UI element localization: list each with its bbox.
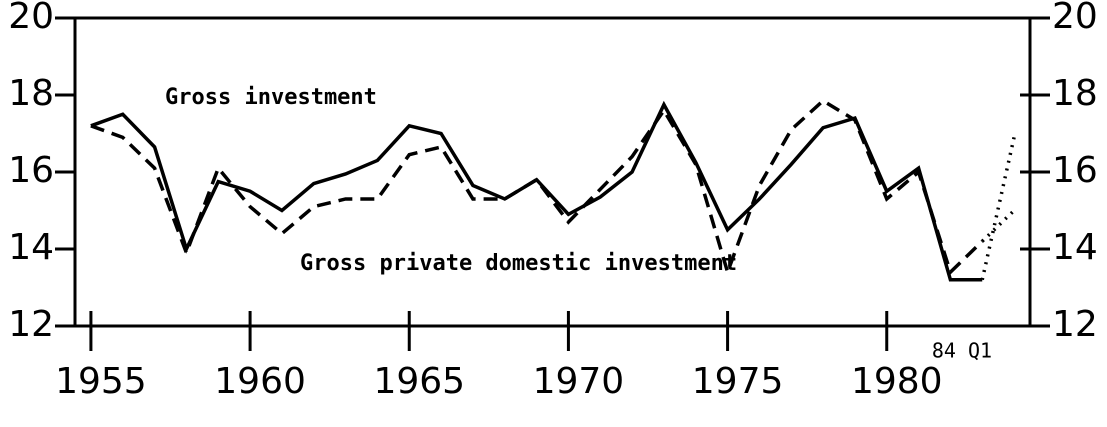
series-line-extension	[981, 209, 1016, 243]
y-tick-label: 18	[8, 73, 54, 114]
y2-tick-label: 12	[1052, 304, 1098, 345]
x-tick-label: 1970	[533, 361, 625, 402]
y2-tick-label: 16	[1052, 150, 1098, 191]
annotation: 84 Q1	[932, 339, 992, 363]
y-tick-label: 12	[8, 304, 54, 345]
y-tick-label: 20	[8, 0, 54, 37]
x-tick-label: 1975	[692, 361, 784, 402]
y-tick-label: 16	[8, 150, 54, 191]
series-line	[90, 100, 983, 282]
series-line-extension	[980, 136, 1016, 281]
x-tick-label: 1965	[373, 361, 465, 402]
y-tick-label: 14	[8, 227, 54, 268]
x-tick-label: 1960	[214, 361, 306, 402]
y2-tick-label: 20	[1052, 0, 1098, 37]
y2-tick-label: 18	[1052, 73, 1098, 114]
series-label: Gross private domestic investment	[300, 251, 737, 276]
series-label: Gross investment	[165, 85, 377, 110]
y2-tick-label: 14	[1052, 227, 1098, 268]
x-tick-label: 1980	[851, 361, 943, 402]
series-line	[90, 98, 984, 278]
x-tick-label: 1955	[55, 361, 147, 402]
